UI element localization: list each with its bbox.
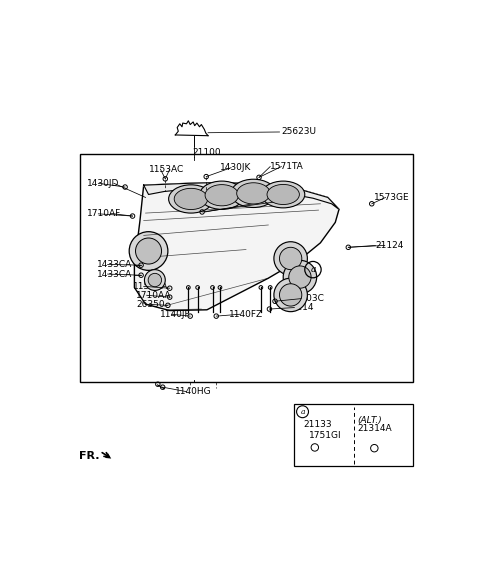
Circle shape bbox=[274, 278, 307, 312]
Text: 21114: 21114 bbox=[285, 303, 313, 312]
Ellipse shape bbox=[262, 181, 305, 208]
Ellipse shape bbox=[205, 185, 239, 206]
Text: 1751GI: 1751GI bbox=[309, 430, 342, 440]
FancyArrowPatch shape bbox=[102, 453, 109, 457]
Ellipse shape bbox=[200, 181, 244, 209]
Text: 1430JK: 1430JK bbox=[264, 197, 295, 206]
Bar bbox=[294, 404, 413, 466]
Text: 1433CA: 1433CA bbox=[96, 260, 132, 269]
Circle shape bbox=[274, 242, 307, 275]
Text: 1430JK: 1430JK bbox=[220, 163, 252, 172]
Text: 11403C: 11403C bbox=[290, 294, 325, 303]
Ellipse shape bbox=[231, 179, 276, 207]
Text: 1153AC: 1153AC bbox=[149, 165, 184, 173]
Ellipse shape bbox=[237, 183, 270, 204]
Text: (ALT.): (ALT.) bbox=[358, 416, 383, 425]
Text: a: a bbox=[300, 408, 305, 416]
Circle shape bbox=[279, 284, 302, 306]
Text: 1433CA: 1433CA bbox=[96, 270, 132, 279]
Text: 1140FZ: 1140FZ bbox=[228, 310, 263, 319]
Text: 1140HG: 1140HG bbox=[175, 387, 212, 396]
Text: 1710AF: 1710AF bbox=[87, 209, 121, 218]
Text: 1573GE: 1573GE bbox=[374, 193, 410, 202]
Text: 1571TA: 1571TA bbox=[270, 162, 304, 171]
Text: 21124: 21124 bbox=[375, 241, 404, 250]
Circle shape bbox=[144, 270, 165, 290]
Circle shape bbox=[279, 247, 302, 270]
Text: 21100: 21100 bbox=[192, 148, 221, 157]
Text: FR.: FR. bbox=[79, 451, 100, 461]
Ellipse shape bbox=[267, 185, 300, 204]
Text: 1152AA: 1152AA bbox=[132, 282, 168, 291]
Text: 25623U: 25623U bbox=[281, 127, 316, 137]
Circle shape bbox=[135, 238, 162, 264]
Circle shape bbox=[289, 266, 311, 288]
Ellipse shape bbox=[168, 185, 213, 213]
Bar bbox=[81, 154, 413, 383]
Circle shape bbox=[148, 273, 162, 287]
Text: 1710AA: 1710AA bbox=[135, 291, 171, 300]
Polygon shape bbox=[144, 183, 339, 209]
Ellipse shape bbox=[174, 189, 208, 210]
Text: 1430JD: 1430JD bbox=[87, 179, 120, 188]
Circle shape bbox=[283, 260, 317, 294]
Text: a: a bbox=[310, 265, 316, 274]
Polygon shape bbox=[134, 183, 339, 311]
Text: 26350: 26350 bbox=[136, 300, 165, 309]
Text: 21133: 21133 bbox=[304, 419, 332, 429]
Text: 21314A: 21314A bbox=[358, 425, 392, 433]
Circle shape bbox=[129, 232, 168, 270]
Text: 1140JF: 1140JF bbox=[160, 310, 191, 319]
